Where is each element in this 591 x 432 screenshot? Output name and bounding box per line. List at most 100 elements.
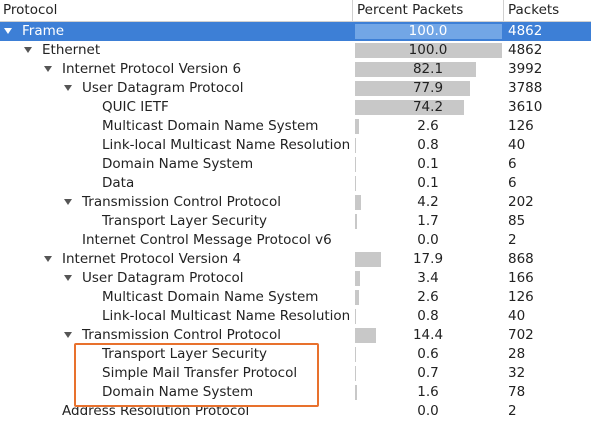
- tree-row[interactable]: Data 0.1 6: [0, 174, 591, 193]
- percent-bar: [355, 366, 357, 381]
- packets-value: 126: [508, 118, 534, 134]
- packets-value: 28: [508, 346, 526, 362]
- tree-row[interactable]: Transport Layer Security 1.7 85: [0, 212, 591, 231]
- packets-value: 3610: [508, 99, 543, 115]
- protocol-name: User Datagram Protocol: [82, 270, 244, 286]
- protocol-name: QUIC IETF: [102, 99, 169, 115]
- tree-row[interactable]: Domain Name System 0.1 6: [0, 155, 591, 174]
- percent-value: 3.4: [417, 270, 439, 286]
- percent-bar: [355, 271, 360, 286]
- percent-bar: [355, 309, 357, 324]
- packets-value: 868: [508, 251, 534, 267]
- tree-row[interactable]: Internet Control Message Protocol v6 0.0 2: [0, 231, 591, 250]
- protocol-name: Transport Layer Security: [102, 346, 268, 362]
- packets-value: 78: [508, 384, 526, 400]
- tree-row[interactable]: Address Resolution Protocol 0.0 2: [0, 402, 591, 421]
- expand-arrow[interactable]: [64, 199, 72, 205]
- tree-row[interactable]: QUIC IETF 74.2 3610: [0, 98, 591, 117]
- expand-arrow[interactable]: [24, 47, 32, 53]
- protocol-name: Multicast Domain Name System: [102, 289, 319, 305]
- tree-row[interactable]: Internet Protocol Version 6 82.1 3992: [0, 60, 591, 79]
- percent-bar: [355, 24, 502, 39]
- tree-row[interactable]: Internet Protocol Version 4 17.9 868: [0, 250, 591, 269]
- percent-bar: [355, 81, 470, 96]
- packets-value: 3788: [508, 80, 543, 96]
- protocol-name: Internet Control Message Protocol v6: [82, 232, 332, 248]
- percent-bar: [355, 119, 359, 134]
- expand-arrow[interactable]: [64, 275, 72, 281]
- percent-value: 0.0: [417, 403, 439, 419]
- percent-value: 1.7: [417, 213, 439, 229]
- tree-row[interactable]: Transport Layer Security 0.6 28: [0, 345, 591, 364]
- percent-bar: [355, 290, 359, 305]
- protocol-name: Internet Protocol Version 4: [62, 251, 242, 267]
- protocol-name: Link-local Multicast Name Resolution: [102, 308, 351, 324]
- percent-value: 17.9: [412, 251, 444, 267]
- packets-value: 6: [508, 156, 517, 172]
- protocol-name: Domain Name System: [102, 384, 254, 400]
- percent-bar: [355, 138, 357, 153]
- percent-value: 77.9: [412, 80, 444, 96]
- packets-value: 85: [508, 213, 526, 229]
- tree-row[interactable]: Frame 100.0 4862: [0, 22, 591, 41]
- protocol-name: Internet Protocol Version 6: [62, 61, 242, 77]
- tree-row[interactable]: Domain Name System 1.6 78: [0, 383, 591, 402]
- expand-arrow[interactable]: [44, 66, 52, 72]
- header-border: [0, 21, 591, 22]
- percent-value: 0.8: [417, 308, 439, 324]
- tree-row[interactable]: Ethernet 100.0 4862: [0, 41, 591, 60]
- tree-row[interactable]: Simple Mail Transfer Protocol 0.7 32: [0, 364, 591, 383]
- protocol-name: Frame: [22, 23, 65, 39]
- packets-value: 702: [508, 327, 534, 343]
- tree-row[interactable]: Transmission Control Protocol 14.4 702: [0, 326, 591, 345]
- protocol-name: Multicast Domain Name System: [102, 118, 319, 134]
- protocol-name: Domain Name System: [102, 156, 254, 172]
- packets-value: 32: [508, 365, 526, 381]
- percent-value: 100.0: [408, 42, 448, 58]
- percent-bar: [355, 328, 377, 343]
- expand-arrow[interactable]: [64, 85, 72, 91]
- percent-bar: [355, 100, 465, 115]
- percent-value: 0.1: [417, 175, 439, 191]
- tree-row[interactable]: Link-local Multicast Name Resolution 0.8 4…: [0, 136, 591, 155]
- header-percent[interactable]: Percent Packets: [357, 2, 464, 18]
- percent-bar: [355, 347, 356, 362]
- protocol-name: User Datagram Protocol: [82, 80, 244, 96]
- packets-value: 202: [508, 194, 534, 210]
- header-protocol[interactable]: Protocol: [3, 2, 58, 18]
- tree-row[interactable]: Link-local Multicast Name Resolution 0.8 4…: [0, 307, 591, 326]
- protocol-name: Transport Layer Security: [102, 213, 268, 229]
- protocol-name: Data: [102, 175, 135, 191]
- tree-row[interactable]: Multicast Domain Name System 2.6 126: [0, 288, 591, 307]
- packets-value: 6: [508, 175, 517, 191]
- protocol-name: Transmission Control Protocol: [82, 327, 281, 343]
- packets-value: 4862: [508, 23, 543, 39]
- percent-value: 0.8: [417, 137, 439, 153]
- tree-row[interactable]: User Datagram Protocol 3.4 166: [0, 269, 591, 288]
- packets-value: 40: [508, 308, 526, 324]
- column-separator: [503, 0, 504, 21]
- expand-arrow[interactable]: [64, 332, 72, 338]
- percent-bar: [355, 214, 358, 229]
- protocol-name: Address Resolution Protocol: [62, 403, 250, 419]
- expand-arrow[interactable]: [44, 256, 52, 262]
- tree-row[interactable]: User Datagram Protocol 77.9 3788: [0, 79, 591, 98]
- packets-value: 2: [508, 403, 517, 419]
- percent-value: 4.2: [417, 194, 439, 210]
- percent-bar: [355, 62, 476, 77]
- percent-value: 0.1: [417, 156, 439, 172]
- protocol-name: Simple Mail Transfer Protocol: [102, 365, 298, 381]
- packets-value: 3992: [508, 61, 543, 77]
- column-separator: [352, 0, 353, 21]
- percent-value: 100.0: [408, 23, 448, 39]
- percent-value: 2.6: [417, 118, 439, 134]
- percent-bar: [355, 385, 358, 400]
- expand-arrow[interactable]: [4, 28, 12, 34]
- percent-value: 74.2: [412, 99, 444, 115]
- tree-row[interactable]: Transmission Control Protocol 4.2 202: [0, 193, 591, 212]
- header-packets[interactable]: Packets: [508, 2, 560, 18]
- protocol-name: Link-local Multicast Name Resolution: [102, 137, 351, 153]
- tree-row[interactable]: Multicast Domain Name System 2.6 126: [0, 117, 591, 136]
- packets-value: 40: [508, 137, 526, 153]
